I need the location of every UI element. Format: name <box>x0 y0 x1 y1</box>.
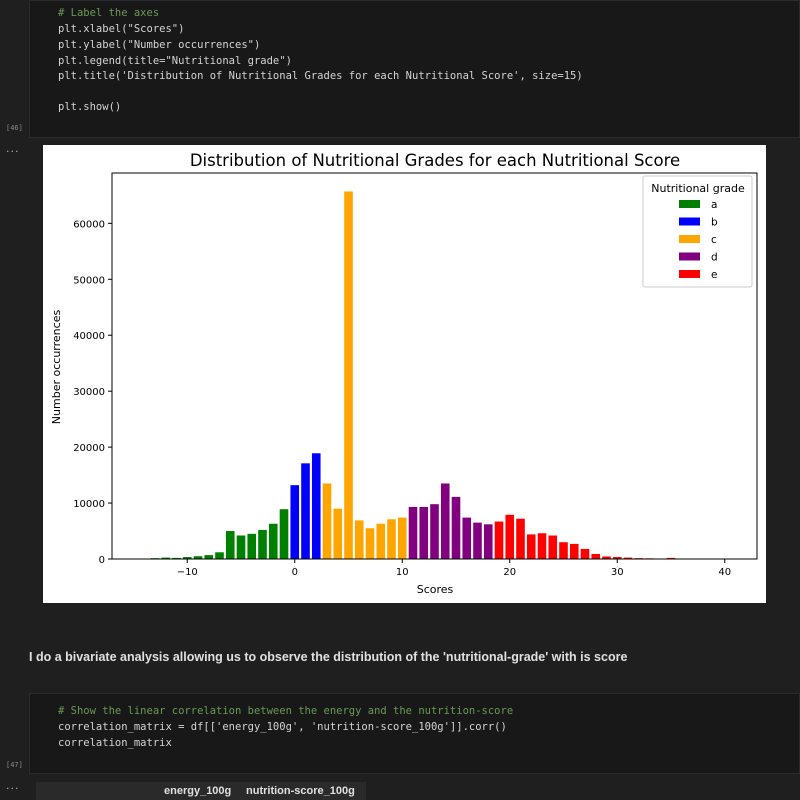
bar-e <box>580 548 590 559</box>
code-line-1: # Label the axes <box>58 7 160 19</box>
bar-e <box>505 514 515 559</box>
x-axis-label: Scores <box>417 583 454 596</box>
x-tick-label: 10 <box>396 567 409 578</box>
bar-c <box>354 520 364 559</box>
bar-d <box>430 504 439 559</box>
bar-b <box>301 463 310 559</box>
x-tick-label: 20 <box>503 567 516 578</box>
bar-e <box>569 543 579 559</box>
legend-label-e: e <box>711 269 717 281</box>
legend-title: Nutritional grade <box>651 182 745 195</box>
bar-a <box>247 533 257 559</box>
y-tick-label: 40000 <box>73 331 105 342</box>
bar-d <box>451 496 461 559</box>
bar-a <box>258 529 267 559</box>
x-tick-label: 40 <box>718 567 731 578</box>
y-tick-label: 60000 <box>73 219 105 230</box>
bar-c <box>344 191 353 559</box>
y-tick-label: 0 <box>99 555 105 566</box>
legend-swatch-e <box>679 270 700 278</box>
code-line-2: plt.xlabel("Scores") <box>58 23 185 35</box>
bar-c <box>333 508 343 559</box>
bar-e <box>559 542 568 559</box>
bar-e <box>548 535 558 559</box>
code-line-3: plt.ylabel("Number occurrences") <box>58 39 261 51</box>
bar-e <box>537 533 547 559</box>
execution-count: [47] <box>6 761 23 769</box>
bar-e <box>516 518 525 559</box>
y-axis-label: Number occurrences <box>50 310 63 425</box>
execution-count: [46] <box>6 124 23 132</box>
legend-swatch-a <box>679 200 700 208</box>
y-tick-label: 50000 <box>73 275 105 286</box>
code-line-7: plt.show() <box>58 101 122 113</box>
plot-frame <box>111 172 758 560</box>
bar-c <box>365 528 375 559</box>
code-line-5: plt.title('Distribution of Nutritional G… <box>58 70 583 82</box>
bar-c <box>397 517 407 559</box>
bar-b <box>311 453 321 559</box>
code-line-2: correlation_matrix = df[['energy_100g', … <box>58 721 507 733</box>
bar-e <box>623 557 633 559</box>
y-tick-label: 20000 <box>73 443 105 454</box>
bar-d <box>440 483 450 559</box>
x-tick-label: −10 <box>177 567 198 578</box>
bar-e <box>591 553 601 559</box>
chart-output: Distribution of Nutritional Grades for e… <box>43 145 766 603</box>
dataframe-header: energy_100g nutrition-score_100g <box>36 782 366 800</box>
column-header-energy: energy_100g <box>164 785 232 797</box>
x-tick-label: 0 <box>292 567 298 578</box>
bar-c <box>322 483 332 559</box>
bar-e <box>526 534 536 559</box>
bar-e <box>666 557 676 559</box>
legend-label-a: a <box>711 199 717 211</box>
bar-a <box>215 552 224 559</box>
legend-swatch-b <box>679 217 700 226</box>
code-line-4: plt.legend(title="Nutritional grade") <box>58 55 292 67</box>
code-line-3: correlation_matrix <box>58 737 172 749</box>
bar-a <box>225 531 235 559</box>
y-tick-label: 10000 <box>73 499 105 510</box>
bar-e <box>612 557 622 559</box>
legend-label-b: b <box>711 217 718 229</box>
bar-d <box>462 517 472 559</box>
bar-a <box>268 523 278 559</box>
bar-d <box>483 524 493 559</box>
column-header-nutrition-score: nutrition-score_100g <box>246 785 355 797</box>
markdown-paragraph: I do a bivariate analysis allowing us to… <box>29 650 628 664</box>
bar-chart: Distribution of Nutritional Grades for e… <box>50 151 758 596</box>
bar-a <box>182 557 192 559</box>
bar-a <box>193 556 203 559</box>
chart-title: Distribution of Nutritional Grades for e… <box>190 151 680 170</box>
y-tick-label: 30000 <box>73 387 105 398</box>
bar-b <box>290 485 300 559</box>
bar-c <box>376 523 386 559</box>
code-cell-plot[interactable]: # Label the axes plt.xlabel("Scores") pl… <box>29 0 800 138</box>
bar-c <box>387 519 396 559</box>
legend-swatch-d <box>679 252 700 261</box>
output-more-icon[interactable]: ... <box>6 142 20 155</box>
legend-label-d: d <box>711 252 718 264</box>
x-tick-label: 30 <box>611 567 624 578</box>
output-more-icon[interactable]: ... <box>6 779 20 792</box>
bar-a <box>161 557 171 559</box>
legend-swatch-c <box>679 235 700 243</box>
bar-a <box>204 555 214 559</box>
code-cell-correlation[interactable]: # Show the linear correlation between th… <box>29 693 800 774</box>
code-line-1: # Show the linear correlation between th… <box>58 705 514 717</box>
bar-a <box>172 557 181 559</box>
bar-a <box>236 535 246 559</box>
bar-d <box>419 506 429 559</box>
legend-label-c: c <box>711 234 717 246</box>
bar-a <box>279 509 289 559</box>
bar-e <box>494 521 504 559</box>
bar-d <box>473 522 482 559</box>
bar-d <box>408 506 418 559</box>
legend-box <box>642 175 753 288</box>
bar-e <box>602 556 611 559</box>
